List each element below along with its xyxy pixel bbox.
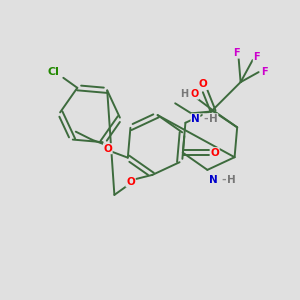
Text: -: - bbox=[221, 175, 226, 185]
Text: F: F bbox=[261, 67, 268, 77]
Text: H: H bbox=[181, 89, 189, 99]
Text: O: O bbox=[103, 144, 112, 154]
Text: H: H bbox=[227, 175, 236, 185]
Text: F: F bbox=[253, 52, 260, 62]
Text: O: O bbox=[210, 148, 219, 158]
Text: O: O bbox=[126, 177, 135, 187]
Text: H: H bbox=[209, 114, 218, 124]
Text: -: - bbox=[203, 114, 208, 124]
Text: O: O bbox=[199, 79, 208, 89]
Text: N: N bbox=[209, 175, 218, 185]
Text: Cl: Cl bbox=[47, 67, 59, 77]
Text: F: F bbox=[233, 48, 240, 58]
Text: N: N bbox=[191, 114, 200, 124]
Text: O: O bbox=[190, 89, 199, 99]
